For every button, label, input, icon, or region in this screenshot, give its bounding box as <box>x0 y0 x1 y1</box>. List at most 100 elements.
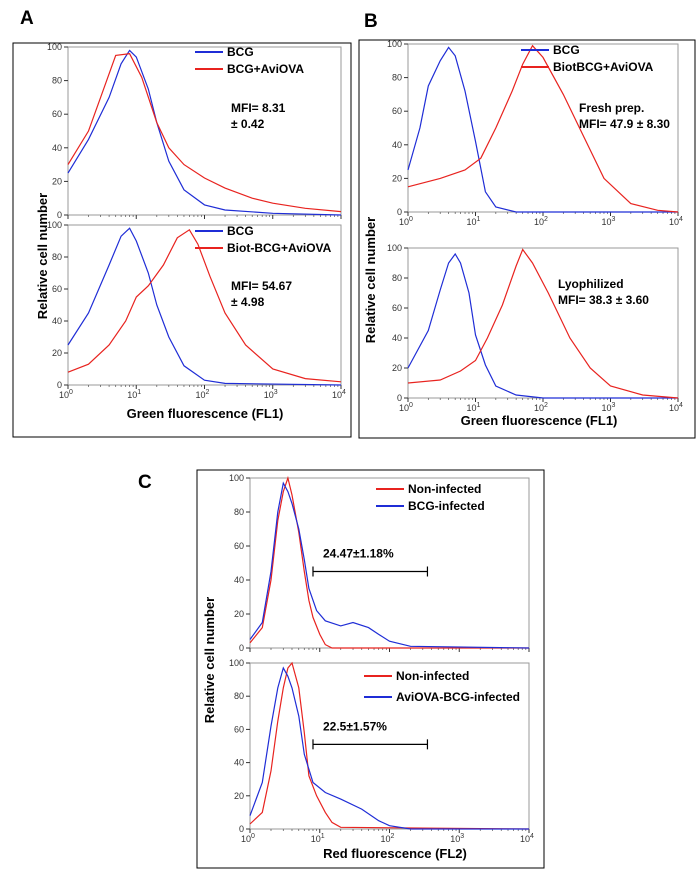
legend-label: BCG+AviOVA <box>227 62 304 76</box>
x-tick-label: 100 <box>399 402 413 413</box>
legend-label: BCG-infected <box>408 499 485 513</box>
x-tick-label: 100 <box>59 389 73 400</box>
panel-a-xlabel: Green fluorescence (FL1) <box>127 406 284 421</box>
y-tick-label: 100 <box>229 658 244 668</box>
x-tick-label: 101 <box>467 216 481 227</box>
y-tick-label: 60 <box>234 724 244 734</box>
plot-a-top: 0 20 40 60 80 100 BCG BCG+AviOVA MFI= 8.31 ± 0.42 <box>47 42 342 220</box>
y-tick-label: 60 <box>392 106 402 116</box>
y-tick-label: 40 <box>234 575 244 585</box>
x-tick-label: 103 <box>602 402 616 413</box>
plot-c-top: 0 20 40 60 80 100 Non-infected BCG-infected 24.4… <box>229 473 530 653</box>
x-tick-label: 102 <box>196 389 210 400</box>
series-line-biotbcg-aviova <box>407 248 679 399</box>
panel-b-frame <box>358 39 696 439</box>
plot-c-bottom: 0 20 40 60 80 100 100 101 102 103 104 Non-infected A… <box>229 658 534 844</box>
plot-b-top: 0 20 40 60 80 100 100 101 102 103 104 BCG BiotBCG+Av… <box>387 39 683 227</box>
plots: 0 20 40 60 80 100 BCG BCG+AviOVA MFI= 8.31 ± 0.42… <box>47 39 683 844</box>
x-tick-label: 103 <box>264 389 278 400</box>
y-tick-label: 20 <box>392 363 402 373</box>
x-tick-label: 100 <box>399 216 413 227</box>
legend-label: AviOVA-BCG-infected <box>396 690 520 704</box>
panel-b-ylabel: Relative cell number <box>363 217 378 343</box>
mfi-annotation: MFI= 38.3 ± 3.60 <box>558 293 649 307</box>
x-tick-label: 101 <box>467 402 481 413</box>
mfi-annotation: MFI= 54.67 <box>231 279 292 293</box>
y-tick-label: 0 <box>57 210 62 220</box>
panel-a-ylabel: Relative cell number <box>35 193 50 319</box>
legend-label: BCG <box>553 43 580 57</box>
series-line-non-infected <box>249 475 529 649</box>
y-tick-label: 100 <box>229 473 244 483</box>
y-tick-label: 20 <box>234 609 244 619</box>
series-line-biot-bcg-aviova <box>67 228 342 383</box>
x-tick-label: 104 <box>332 389 346 400</box>
plot-a-bottom: 0 20 40 60 80 100 100 101 102 103 104 BCG Biot-BCG+A… <box>47 220 346 400</box>
panel-c-ylabel: Relative cell number <box>202 597 217 723</box>
series-line-biotbcg-aviova <box>407 44 679 213</box>
legend-label: Biot-BCG+AviOVA <box>227 241 332 255</box>
y-tick-label: 80 <box>392 273 402 283</box>
legend-label: Non-infected <box>396 669 469 683</box>
y-tick-label: 20 <box>52 348 62 358</box>
legend-label: Non-infected <box>408 482 481 496</box>
y-tick-label: 60 <box>392 303 402 313</box>
y-tick-label: 80 <box>234 691 244 701</box>
legend-label: BiotBCG+AviOVA <box>553 60 654 74</box>
x-tick-label: 100 <box>241 833 255 844</box>
y-tick-label: 100 <box>47 220 62 230</box>
legend-label: BCG <box>227 45 254 59</box>
series-line-aviova-bcg-infected <box>249 666 529 830</box>
x-tick-label: 101 <box>311 833 325 844</box>
series-line-bcg <box>67 227 342 386</box>
panel-a-frame <box>12 42 352 438</box>
y-tick-label: 40 <box>52 143 62 153</box>
y-tick-label: 100 <box>387 39 402 49</box>
mfi-annotation: Lyophilized <box>558 277 624 291</box>
y-tick-label: 80 <box>392 73 402 83</box>
x-tick-label: 104 <box>669 402 683 413</box>
plot-b-bottom: 0 20 40 60 80 100 100 101 102 103 104 Lyophilized MF… <box>387 243 683 413</box>
mfi-annotation: MFI= 8.31 <box>231 101 286 115</box>
panel-letter-b: B <box>364 11 378 32</box>
y-tick-label: 20 <box>234 791 244 801</box>
panel-c-frame <box>196 469 545 869</box>
y-tick-label: 100 <box>47 42 62 52</box>
y-tick-label: 40 <box>392 333 402 343</box>
panel-letter-a: A <box>20 8 34 29</box>
gate-percentage: 24.47±1.18% <box>323 547 394 561</box>
y-tick-label: 0 <box>57 380 62 390</box>
x-tick-label: 103 <box>602 216 616 227</box>
plot-frame <box>407 247 679 399</box>
y-tick-label: 40 <box>234 758 244 768</box>
x-tick-label: 102 <box>381 833 395 844</box>
mfi-annotation: ± 0.42 <box>231 117 265 131</box>
y-tick-label: 60 <box>52 284 62 294</box>
y-tick-label: 20 <box>392 173 402 183</box>
series-line-bcg <box>407 252 678 399</box>
x-tick-label: 102 <box>534 216 548 227</box>
y-tick-label: 100 <box>387 243 402 253</box>
panel-letter-c: C <box>138 472 152 493</box>
y-tick-label: 40 <box>392 140 402 150</box>
y-tick-label: 0 <box>397 393 402 403</box>
y-tick-label: 60 <box>52 109 62 119</box>
x-tick-label: 103 <box>450 833 464 844</box>
y-tick-label: 80 <box>52 76 62 86</box>
y-tick-label: 0 <box>239 643 244 653</box>
y-tick-label: 60 <box>234 541 244 551</box>
panel-c-xlabel: Red fluorescence (FL2) <box>323 846 467 861</box>
x-tick-label: 101 <box>127 389 141 400</box>
mfi-annotation: Fresh prep. <box>579 101 644 115</box>
series-line-bcg-infected <box>249 481 530 649</box>
series-line-bcg <box>67 49 342 216</box>
series-line-bcg <box>407 46 678 213</box>
y-tick-label: 80 <box>52 252 62 262</box>
y-tick-label: 80 <box>234 507 244 517</box>
series-line-non-infected <box>249 661 530 830</box>
series-line-bcg-aviova <box>67 53 342 213</box>
y-tick-label: 0 <box>397 207 402 217</box>
x-tick-label: 104 <box>520 833 534 844</box>
y-tick-label: 40 <box>52 316 62 326</box>
